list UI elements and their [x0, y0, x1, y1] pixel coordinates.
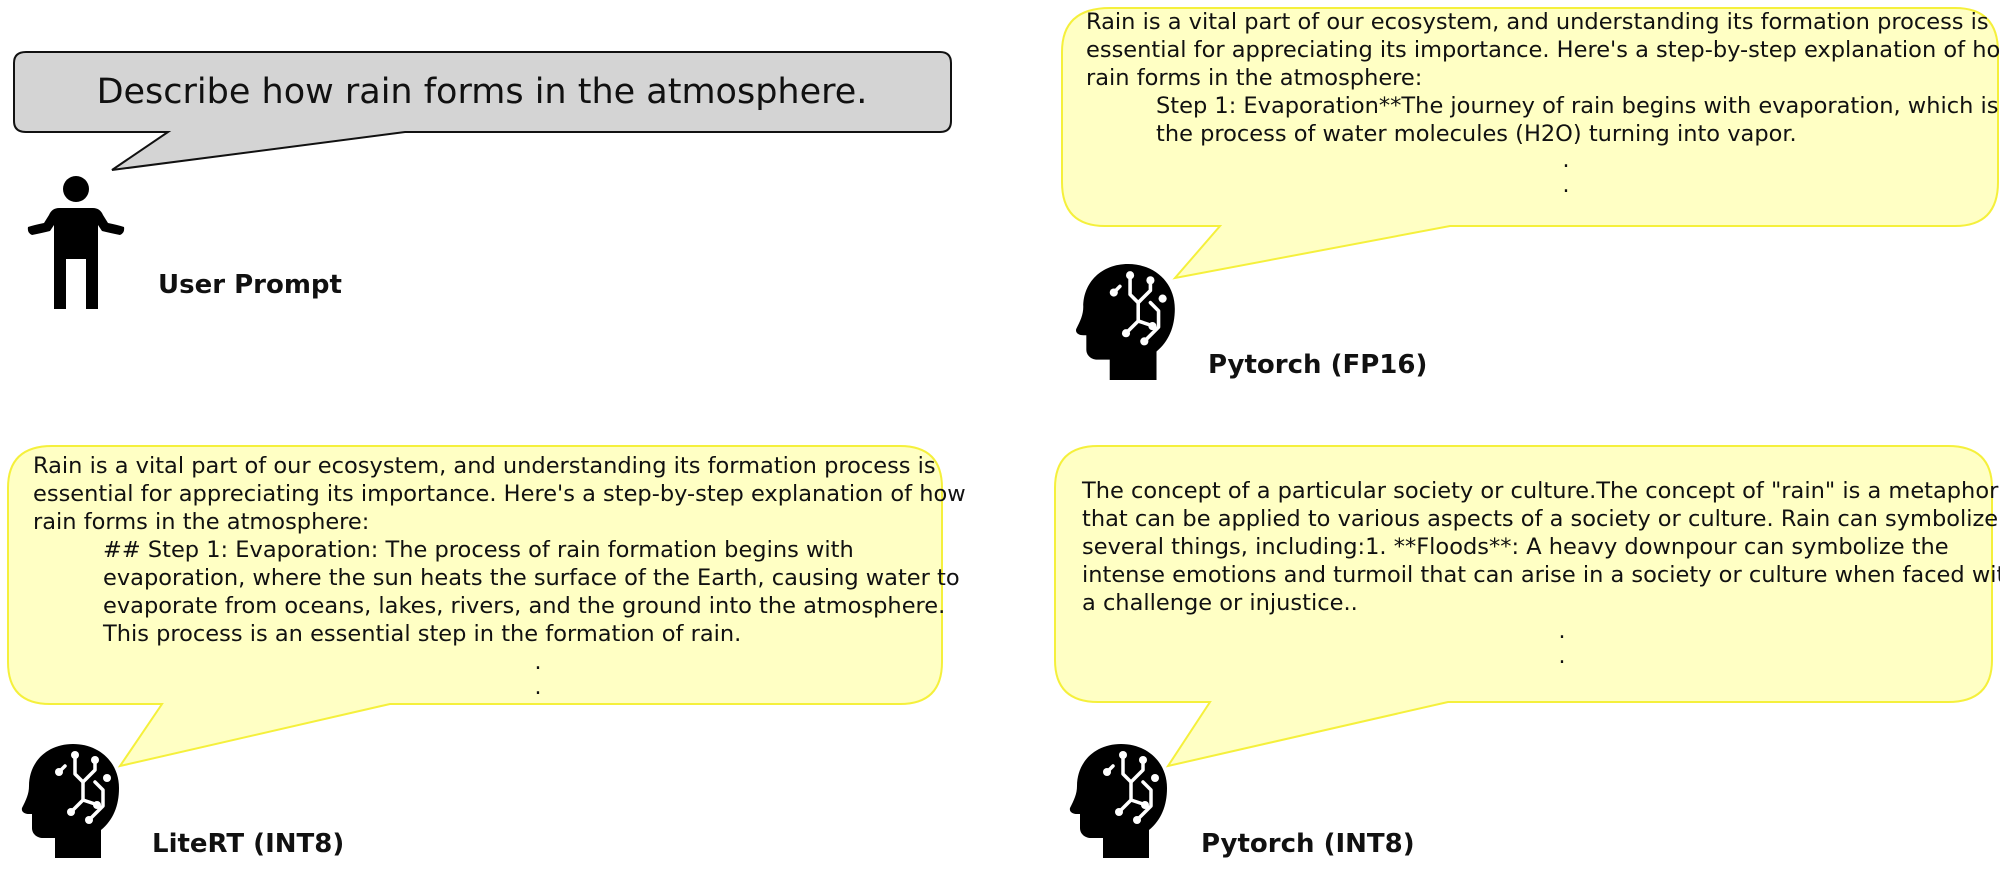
litert-model-label: LiteRT (INT8) [152, 829, 345, 859]
response-line: essential for appreciating its importanc… [1086, 37, 2000, 63]
user-prompt-text: Describe how rain forms in the atmospher… [96, 72, 868, 112]
ellipsis-dot: . [1562, 148, 1570, 173]
user-prompt-bubble [13, 51, 952, 171]
response-line: several things, including:1. **Floods**:… [1082, 534, 1949, 560]
response-line: a challenge or injustice.. [1082, 590, 1358, 616]
response-line: the process of water molecules (H2O) tur… [1156, 121, 1797, 147]
response-line: intense emotions and turmoil that can ar… [1082, 562, 2000, 588]
ellipsis-dot: . [1558, 619, 1566, 644]
int8-model-label: Pytorch (INT8) [1201, 829, 1415, 859]
response-line: evaporate from oceans, lakes, rivers, an… [103, 593, 946, 619]
fp16-response-text: Rain is a vital part of our ecosystem, a… [1086, 8, 2000, 198]
fp16-response-bubble [1061, 7, 1999, 280]
response-line: This process is an essential step in the… [103, 621, 742, 647]
ellipsis-dot: . [1562, 173, 1570, 198]
int8-response-bubble [1054, 445, 1993, 768]
litert-response-bubble [7, 445, 943, 768]
response-line: Rain is a vital part of our ecosystem, a… [33, 453, 936, 479]
user-prompt-label: User Prompt [158, 270, 342, 300]
response-line: rain forms in the atmosphere: [1086, 65, 1423, 91]
response-line: Step 1: Evaporation**The journey of rain… [1156, 93, 1999, 119]
ellipsis-dot: . [534, 650, 542, 675]
response-line: rain forms in the atmosphere: [33, 509, 370, 535]
ai-head-icon [21, 744, 119, 858]
litert-response-text: Rain is a vital part of our ecosystem, a… [33, 452, 966, 700]
person-icon [27, 176, 125, 309]
response-line: evaporation, where the sun heats the sur… [103, 565, 960, 591]
response-line: essential for appreciating its importanc… [33, 481, 966, 507]
response-line: The concept of a particular society or c… [1082, 478, 1999, 504]
int8-response-text: The concept of a particular society or c… [1082, 477, 2000, 669]
fp16-model-label: Pytorch (FP16) [1208, 350, 1428, 380]
ai-head-icon [1075, 264, 1175, 380]
response-line: that can be applied to various aspects o… [1082, 506, 1999, 532]
ellipsis-dot: . [534, 675, 542, 700]
ellipsis-dot: . [1558, 644, 1566, 669]
response-line: ## Step 1: Evaporation: The process of r… [103, 537, 854, 563]
ai-head-icon [1069, 744, 1167, 858]
response-line: Rain is a vital part of our ecosystem, a… [1086, 9, 1989, 35]
